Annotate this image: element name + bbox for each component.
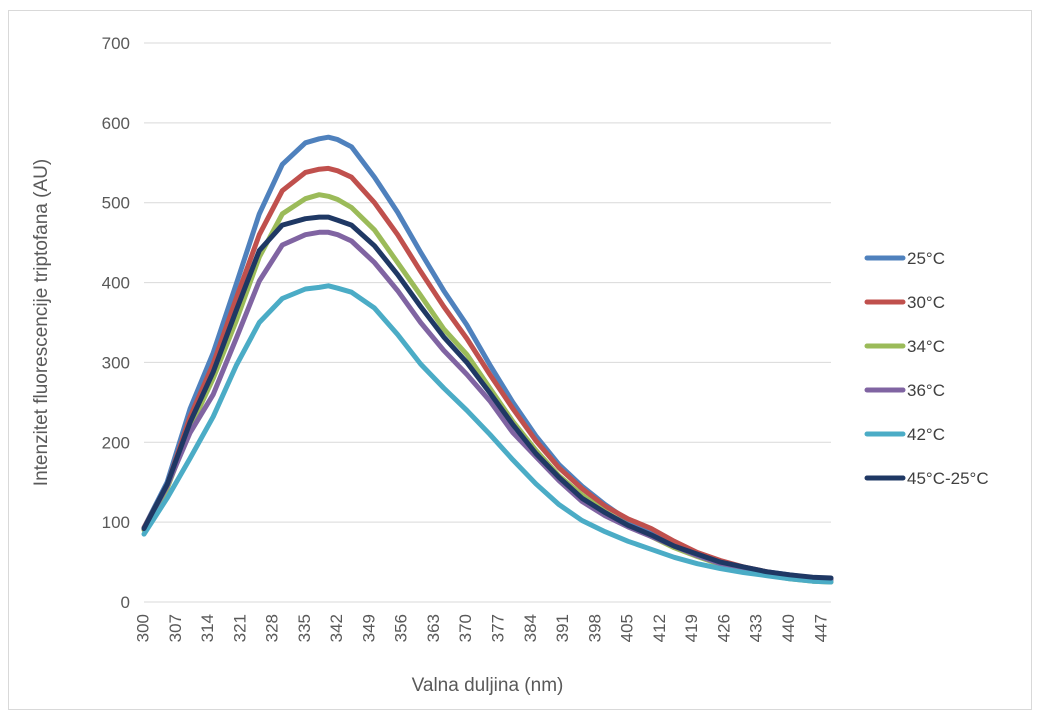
- x-tick-label: 377: [489, 614, 508, 642]
- x-tick-label: 349: [359, 614, 378, 642]
- legend-label-5: 42°C: [907, 425, 945, 444]
- series-line-6: [141, 214, 834, 581]
- chart-frame: 0 100 200 300 400 500 600 700 300 307 314 321 328 335…: [8, 10, 1032, 710]
- x-tick-label: 314: [198, 614, 217, 642]
- y-tick-label: 100: [102, 513, 130, 532]
- y-tick-label: 200: [102, 433, 130, 452]
- legend-label-1: 25°C: [907, 249, 945, 268]
- legend-label-6: 45°C-25°C: [907, 469, 989, 488]
- y-tick-label: 700: [102, 34, 130, 53]
- x-tick-label: 447: [811, 614, 830, 642]
- series-line-2: [141, 165, 834, 583]
- x-tick-label: 342: [327, 614, 346, 642]
- x-tick-label: 307: [166, 614, 185, 642]
- x-tick-label: 426: [714, 614, 733, 642]
- x-tick-label: 412: [650, 614, 669, 642]
- x-tick-label: 391: [553, 614, 572, 642]
- y-tick-label: 0: [121, 593, 130, 612]
- y-tick-label: 300: [102, 353, 130, 372]
- y-axis-title: Intenzitet fluorescencije triptofana (AU…: [31, 159, 52, 486]
- series-line-1: [141, 134, 834, 582]
- x-tick-label: 328: [263, 614, 282, 642]
- legend-label-4: 36°C: [907, 381, 945, 400]
- x-tick-label: 440: [779, 614, 798, 642]
- x-tick-label: 419: [682, 614, 701, 642]
- x-tick-label: 398: [585, 614, 604, 642]
- x-tick-label: 300: [133, 614, 152, 642]
- x-axis-title: Valna duljina (nm): [412, 675, 564, 696]
- y-tick-label: 500: [102, 194, 130, 213]
- y-tick-label: 400: [102, 274, 130, 293]
- x-tick-label: 335: [295, 614, 314, 642]
- x-tick-label: 370: [456, 614, 475, 642]
- series-line-5: [141, 283, 834, 585]
- line-chart: 0 100 200 300 400 500 600 700 300 307 314 321 328 335…: [31, 34, 989, 696]
- legend-label-3: 34°C: [907, 337, 945, 356]
- x-tick-label: 321: [230, 614, 249, 642]
- x-tick-label: 384: [521, 614, 540, 642]
- x-tick-label: 433: [747, 614, 766, 642]
- x-tick-label: 356: [392, 614, 411, 642]
- x-tick-label: 363: [424, 614, 443, 642]
- y-tick-label: 600: [102, 114, 130, 133]
- legend-label-2: 30°C: [907, 293, 945, 312]
- x-tick-label: 405: [618, 614, 637, 642]
